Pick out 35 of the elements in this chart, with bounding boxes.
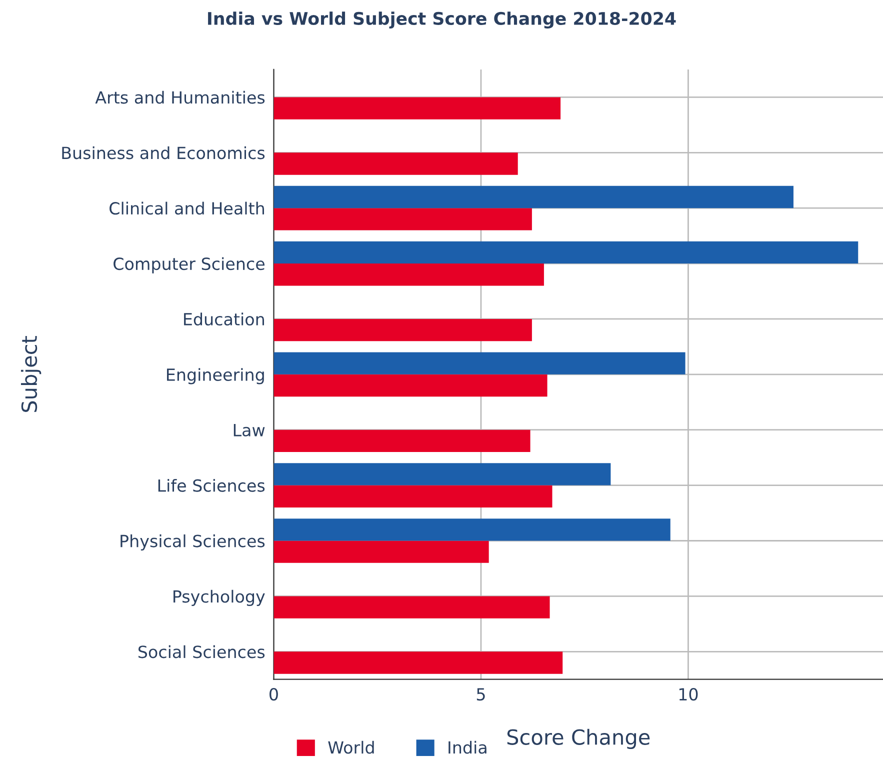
y-tick-label: Physical Sciences (120, 534, 265, 551)
bar (274, 264, 544, 286)
bar (274, 352, 686, 374)
legend-label: India (448, 740, 486, 754)
bar (274, 152, 518, 175)
y-tick-label: Life Sciences (158, 478, 265, 492)
chart-title: India vs World Subject Score Change 2018-2024 (208, 12, 676, 29)
bar (274, 540, 489, 563)
y-axis-title: Subject (20, 336, 42, 412)
x-tick-label: 5 (476, 688, 485, 701)
bar (274, 241, 858, 264)
y-tick-label: Psychology (174, 590, 265, 606)
bar (274, 463, 611, 486)
bar (274, 430, 530, 452)
y-tick-label: Education (184, 312, 264, 326)
y-tick-label: Arts and Humanities (95, 90, 265, 104)
bar (274, 97, 561, 120)
y-tick-label: Law (234, 424, 265, 436)
bar (274, 596, 550, 618)
bar (274, 208, 532, 230)
y-tick-label: Business and Economics (62, 146, 265, 160)
legend-label: World (328, 740, 374, 754)
y-tick-label: Engineering (167, 368, 264, 384)
x-axis-title: Score Change (507, 728, 650, 749)
y-tick-label: Computer Science (114, 257, 265, 274)
bar (274, 186, 794, 208)
y-tick-label: Clinical and Health (110, 202, 264, 215)
bar (274, 652, 563, 674)
y-tick-label: Social Sciences (138, 645, 265, 658)
bar (274, 485, 552, 508)
bar (274, 318, 532, 342)
bar (274, 374, 548, 397)
bar (274, 518, 670, 541)
x-tick-label: 0 (270, 688, 278, 701)
x-tick-label: 10 (679, 688, 698, 701)
